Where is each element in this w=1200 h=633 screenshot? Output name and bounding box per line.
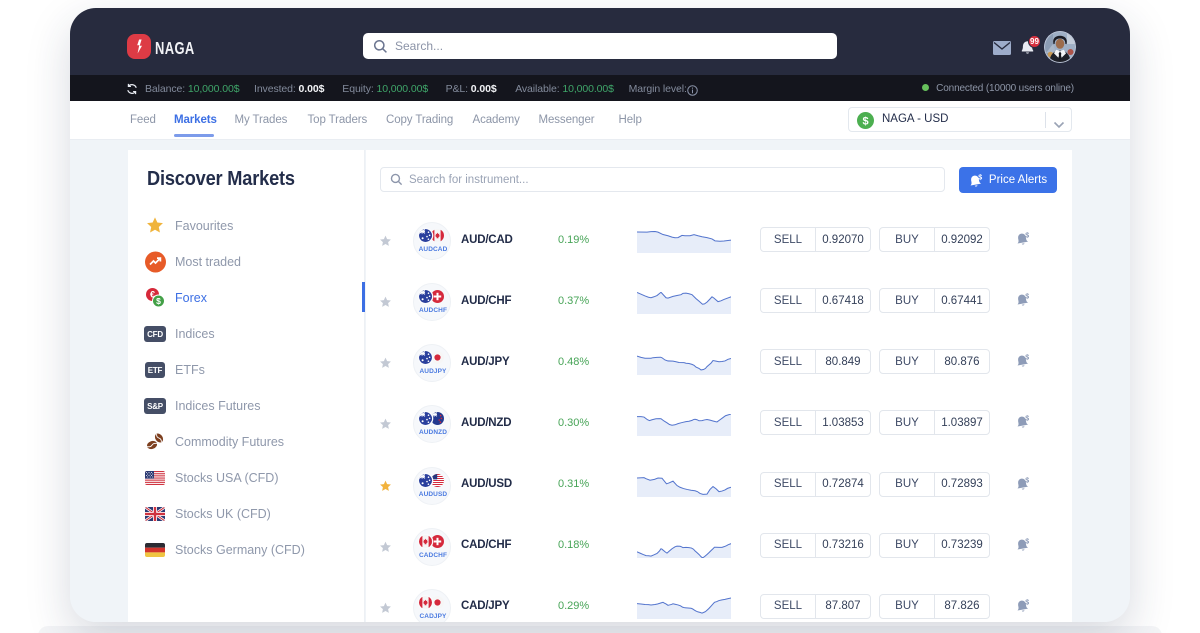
svg-text:$: $ [1025,232,1029,239]
svg-text:$: $ [1025,415,1029,422]
svg-text:€: € [149,290,154,300]
svg-text:$: $ [156,296,161,306]
svg-text:$: $ [1025,354,1029,361]
svg-text:$: $ [978,174,982,181]
svg-text:$: $ [1025,538,1029,545]
svg-text:$: $ [1025,293,1029,300]
svg-text:$: $ [1025,477,1029,484]
svg-text:$: $ [862,115,868,127]
svg-text:$: $ [1025,599,1029,606]
